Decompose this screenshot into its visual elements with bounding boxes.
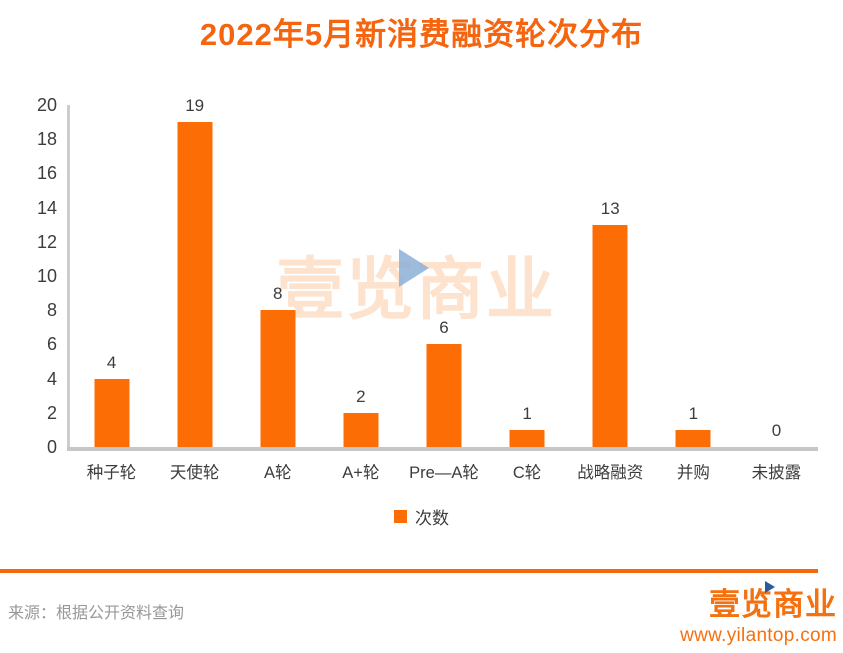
- brand-logo-triangle-icon: [765, 581, 775, 593]
- bar-value-label: 8: [273, 284, 283, 303]
- bar-value-label: 0: [771, 421, 782, 440]
- footer-divider: [0, 569, 818, 573]
- brand-logo-block: 壹览商业 www.yilantop.com: [680, 579, 837, 647]
- bar-value-label: 2: [356, 387, 366, 406]
- x-axis-category-label: 并购: [676, 464, 710, 482]
- y-axis-tick-label: 4: [46, 368, 57, 389]
- x-axis-line: [67, 447, 818, 451]
- bar-group: 0 未披露: [735, 105, 818, 482]
- brand-website-text: www.yilantop.com: [680, 625, 837, 646]
- bar-Pre—A轮: [426, 344, 462, 447]
- bar-A轮: [260, 310, 296, 447]
- bar-A+轮: [343, 413, 379, 447]
- y-axis-tick-label: 12: [36, 231, 57, 252]
- legend-label: 次数: [415, 509, 449, 528]
- x-axis-category-label: 天使轮: [169, 464, 220, 482]
- bar-并购: [675, 430, 711, 447]
- bar-value-label: 19: [185, 96, 205, 115]
- bar-group: 13 战略融资: [569, 105, 652, 482]
- bar-种子轮: [94, 379, 130, 447]
- y-axis-tick-label: 10: [36, 266, 57, 286]
- y-axis-tick-label: 0: [46, 437, 57, 457]
- x-axis-category-label: Pre—A轮: [409, 464, 479, 482]
- bar-value-label: 13: [600, 199, 620, 218]
- y-axis-tick-label: 18: [36, 129, 57, 150]
- x-axis-category-label: A+轮: [342, 464, 380, 482]
- bar-value-label: 1: [522, 404, 532, 423]
- plot-area: 0 2 4 6 8 10 12 14 16 18 20 4 种子轮 19 天使轮 8 A轮 2 A+轮 6 Pre—A轮…: [37, 95, 818, 482]
- x-axis-category-label: A轮: [264, 464, 292, 482]
- y-axis-tick-label: 8: [46, 300, 57, 321]
- y-axis-tick-label: 6: [46, 334, 57, 355]
- bar-value-label: 4: [106, 353, 117, 372]
- watermark: 壹览商业: [276, 234, 556, 333]
- bar-group: 1 并购: [652, 105, 735, 482]
- y-axis-tick-label: 20: [36, 95, 57, 115]
- y-axis-tick-label: 14: [36, 197, 57, 218]
- y-axis-line: [67, 105, 70, 447]
- bar-group: 1 C轮: [486, 105, 569, 482]
- bar-value-label: 6: [439, 318, 449, 337]
- source-text: 来源：根据公开资料查询: [8, 605, 185, 622]
- bar-天使轮: [177, 122, 213, 447]
- bar-C轮: [509, 430, 545, 447]
- bar-value-label: 1: [688, 404, 699, 423]
- brand-logo-text: 壹览商业: [709, 579, 837, 624]
- chart-title: 2022年5月新消费融资轮次分布: [199, 17, 644, 52]
- bar-战略融资: [592, 225, 628, 447]
- bar-group: 6 Pre—A轮: [402, 105, 485, 482]
- x-axis-category-label: 种子轮: [86, 464, 137, 482]
- watermark-play-triangle-icon: [399, 249, 429, 287]
- x-axis-category-label: 战略融资: [577, 464, 644, 482]
- bar-group: 19 天使轮: [153, 96, 236, 482]
- x-axis-category-label: C轮: [512, 464, 542, 482]
- legend-swatch: [394, 510, 407, 523]
- legend: 次数: [0, 504, 843, 529]
- bar-group: 2 A+轮: [319, 105, 402, 482]
- bar-group: 8 A轮: [236, 105, 319, 482]
- x-axis-category-label: 未披露: [751, 464, 802, 482]
- y-axis-tick-label: 16: [36, 163, 57, 184]
- bar-group: 4 种子轮: [70, 105, 153, 482]
- y-axis-tick-label: 2: [46, 402, 57, 423]
